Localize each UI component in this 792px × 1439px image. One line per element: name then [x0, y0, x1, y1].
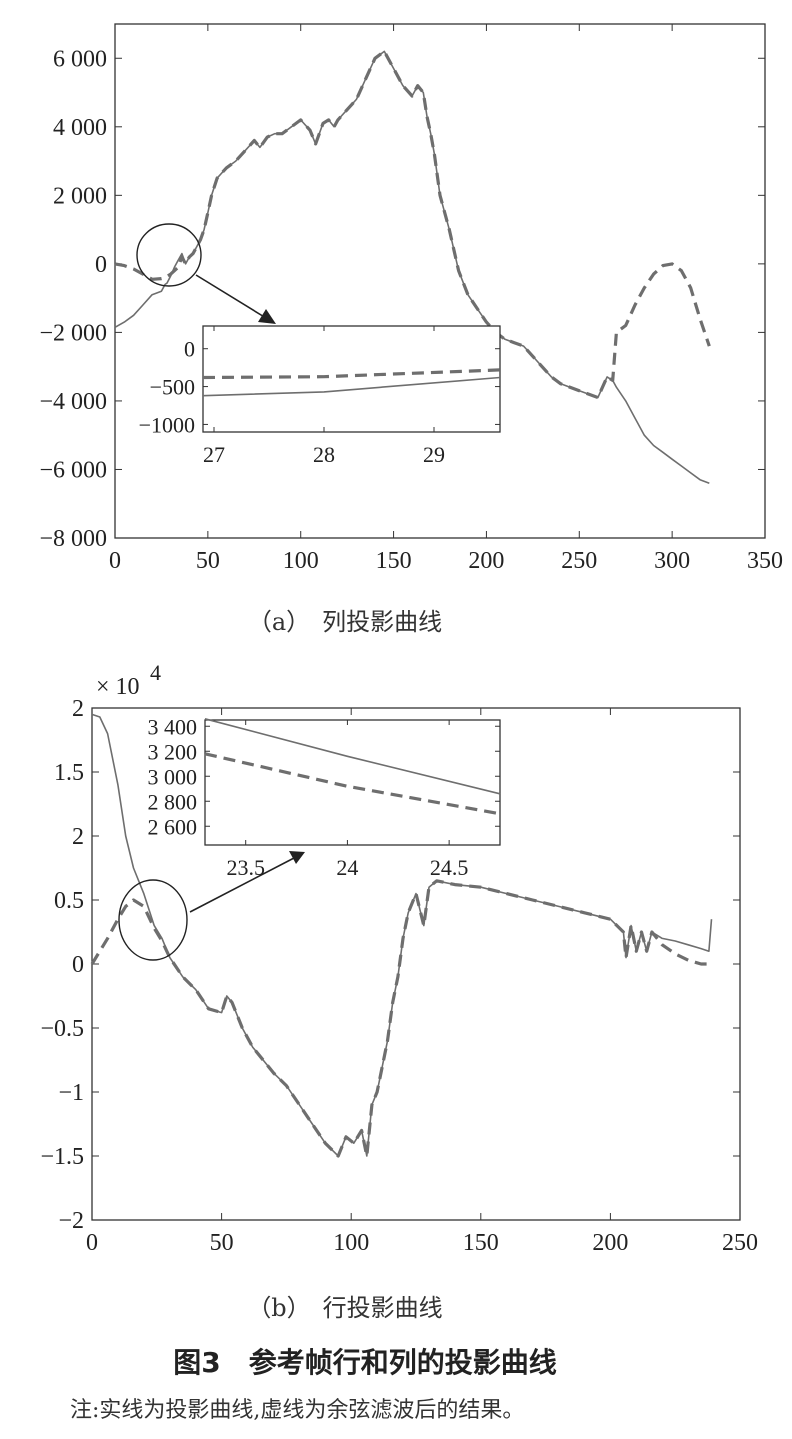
panel-a-y-tick-label: 4 000 [53, 115, 107, 141]
panel-b-inset-y-tick-label: 3 000 [148, 764, 198, 789]
panel-a-zoom-arrow [195, 274, 267, 319]
panel-a-x-tick-label: 300 [654, 548, 690, 574]
panel-b-y-tick-label: −2 [58, 1208, 84, 1234]
panel-b-x-tick-label: 250 [722, 1230, 758, 1256]
panel-a-inset-y-tick-label: 0 [184, 337, 195, 362]
panel-b-inset-x-tick-label: 24 [336, 855, 358, 880]
panel-b-x-tick-label: 150 [463, 1230, 499, 1256]
panel-a-frame [114, 23, 766, 539]
panel-a-inset-x-tick-label: 28 [313, 442, 335, 467]
panel-a-x-tick-label: 200 [468, 548, 504, 574]
panel-b-row-projection: 0 50 100 150 200 250 2 1.5 2 0.5 0 −0.5 −1 −1.5 −2 × 10… [40, 660, 758, 1256]
panel-a-x-tick-label: 0 [109, 548, 121, 574]
panel-a-x-tick-label: 100 [283, 548, 319, 574]
panel-a-column-projection: 0 50 100 150 200 250 300 350 6 000 4 000 2 000 0 −2 … [39, 23, 783, 574]
panel-b-inset-y-tick-label: 3 400 [148, 714, 198, 739]
panel-a-inset-x-tick-label: 29 [423, 442, 445, 467]
panel-a-filtered-series-line [114, 49, 711, 400]
panel-b-arrowhead [289, 851, 305, 864]
panel-b-inset-y-tick-label: 3 200 [148, 739, 198, 764]
panel-b-y-tick-label: −1 [58, 1080, 84, 1106]
panel-a-y-tick-label: 0 [95, 252, 107, 278]
panel-a-x-tick-label: 350 [747, 548, 783, 574]
panel-a-y-tick-label: −8 000 [39, 526, 107, 552]
panel-a-zoom-circle [136, 223, 202, 287]
panel-b-y-tick-label: −1.5 [40, 1144, 84, 1170]
panel-b-x-tick-label: 100 [333, 1230, 369, 1256]
figure-title: 图3 参考帧行和列的投影曲线 [173, 1346, 556, 1379]
panel-a-y-tick-label: 6 000 [53, 46, 107, 72]
panel-a-y-tick-label: −2 000 [39, 320, 107, 346]
panel-a-inset-y-tick-label: −500 [150, 375, 195, 400]
panel-a-inset-filtered-series-line [202, 368, 501, 380]
panel-b-caption: （b） 行投影曲线 [247, 1294, 442, 1322]
panel-b-inset-projection-series-line [204, 718, 501, 795]
panel-a-arrowhead [258, 309, 276, 324]
panel-b-y-tick-label: 2 [72, 824, 84, 850]
panel-a-inset-x-tick-label: 27 [203, 442, 225, 467]
panel-b-y-tick-label: 0 [72, 952, 84, 978]
panel-a-inset: 27 28 29 0 −500 −1000 [139, 325, 501, 467]
panel-b-inset-x-tick-label: 24.5 [430, 855, 469, 880]
panel-b-y-tick-label: 2 [72, 696, 84, 722]
panel-b-zoom-circle [118, 879, 188, 961]
panel-a-caption: （a） 列投影曲线 [248, 608, 442, 636]
panel-b-y-tick-label: 0.5 [54, 888, 84, 914]
panel-b-x-tick-label: 50 [210, 1230, 234, 1256]
panel-a-x-tick-label: 150 [376, 548, 412, 574]
panel-b-inset-y-tick-label: 2 600 [148, 814, 198, 839]
panel-b-multiplier: × 10 [96, 674, 140, 700]
panel-b-inset-filtered-series-line [204, 752, 501, 816]
figure-note: 注:实线为投影曲线,虚线为余弦滤波后的结果。 [70, 1398, 524, 1423]
panel-b-filtered-series-line [90, 879, 709, 1158]
panel-a-inset-frame [202, 325, 501, 433]
panel-a-y-tick-label: 2 000 [53, 183, 107, 209]
panel-b-y-tick-label: 1.5 [54, 760, 84, 786]
panel-b-y-tick-label: −0.5 [40, 1016, 84, 1042]
panel-b-multiplier-exponent: 4 [150, 660, 161, 685]
panel-b-inset-y-tick-label: 2 800 [148, 789, 198, 814]
panel-a-inset-projection-series-line [202, 376, 501, 397]
panel-a-y-tick-label: −4 000 [39, 389, 107, 415]
panel-a-x-tick-label: 50 [196, 548, 220, 574]
panel-a-y-tick-label: −6 000 [39, 457, 107, 483]
panel-b-x-tick-label: 200 [592, 1230, 628, 1256]
panel-b-inset-x-tick-label: 23.5 [226, 855, 265, 880]
panel-b-zoom-arrow [189, 857, 295, 913]
panel-a-x-tick-label: 250 [561, 548, 597, 574]
panel-a-inset-y-tick-label: −1000 [139, 412, 195, 437]
panel-b-x-tick-label: 0 [86, 1230, 98, 1256]
